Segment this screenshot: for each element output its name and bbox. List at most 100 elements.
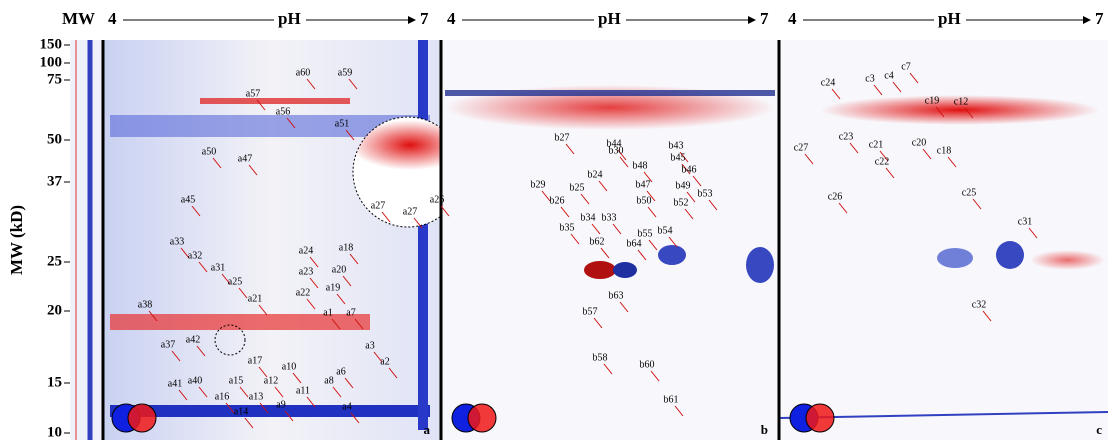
arrow-head bbox=[408, 16, 416, 24]
spot-label: c23 bbox=[839, 131, 853, 142]
spot-label: a47 bbox=[238, 153, 252, 164]
spot-label: a7 bbox=[346, 307, 355, 318]
spot-label: a14 bbox=[234, 406, 248, 417]
gel-spot bbox=[937, 248, 973, 268]
spot-label: a56 bbox=[276, 106, 290, 117]
gel-spot bbox=[658, 245, 686, 265]
gel-spot bbox=[746, 247, 774, 283]
spot-label: b52 bbox=[674, 197, 689, 208]
spot-label: a22 bbox=[296, 287, 310, 298]
spot-label: b29 bbox=[531, 179, 546, 190]
ph-start: 4 bbox=[108, 9, 117, 28]
spot-label: c26 bbox=[828, 191, 842, 202]
spot-label: c25 bbox=[962, 187, 976, 198]
spot-label: a32 bbox=[188, 250, 202, 261]
mw-tick-label: 20 bbox=[47, 302, 62, 318]
spot-label: a24 bbox=[299, 245, 313, 256]
spot-label: a51 bbox=[335, 118, 349, 129]
spot-label: a18 bbox=[339, 242, 353, 253]
mw-tick-label: 37 bbox=[47, 173, 63, 189]
spot-label: c7 bbox=[901, 61, 910, 72]
spot-label: c24 bbox=[821, 77, 835, 88]
spot-label: a20 bbox=[332, 264, 346, 275]
spot-label: a3 bbox=[365, 340, 374, 351]
spot-label: b30 bbox=[609, 145, 624, 156]
y-axis-title: MW (kD) bbox=[7, 205, 26, 275]
spot-label: b47 bbox=[636, 179, 651, 190]
spot-label: b53 bbox=[698, 188, 713, 199]
spot-label: c21 bbox=[869, 139, 883, 150]
spot-label: a12 bbox=[264, 375, 278, 386]
gel-band bbox=[445, 90, 775, 96]
arrow-head bbox=[1083, 16, 1091, 24]
spot-label: b60 bbox=[640, 359, 655, 370]
mw-tick-label: 10 bbox=[47, 424, 62, 440]
gel-band bbox=[110, 405, 430, 417]
spot-label: c19 bbox=[925, 95, 939, 106]
venn-red bbox=[128, 404, 156, 432]
spot-label: a23 bbox=[299, 266, 313, 277]
spot-label: c20 bbox=[912, 137, 926, 148]
spot-label: c12 bbox=[954, 96, 968, 107]
ph-end: 7 bbox=[420, 9, 429, 28]
mw-tick-label: 25 bbox=[47, 253, 62, 269]
mw-label: MW bbox=[62, 9, 95, 28]
spot-label: a15 bbox=[229, 375, 243, 386]
panel-letter: b bbox=[761, 422, 768, 437]
spot-label: a6 bbox=[336, 366, 345, 377]
spot-label: b35 bbox=[560, 222, 575, 233]
mw-tick-label: 50 bbox=[47, 131, 62, 147]
spot-label: b33 bbox=[602, 212, 617, 223]
spot-label: a13 bbox=[249, 391, 263, 402]
spot-label: a50 bbox=[202, 146, 216, 157]
spot-label: c32 bbox=[972, 299, 986, 310]
ph-label: pH bbox=[278, 9, 301, 28]
spot-label: a17 bbox=[248, 355, 262, 366]
spot-label: b61 bbox=[664, 394, 679, 405]
spot-label: a40 bbox=[188, 375, 202, 386]
spot-label: b58 bbox=[593, 352, 608, 363]
venn-red bbox=[468, 404, 496, 432]
spot-label: a11 bbox=[296, 385, 310, 396]
spot-label: b64 bbox=[627, 238, 642, 249]
spot-label: b26 bbox=[550, 195, 565, 206]
spot-label: a41 bbox=[168, 378, 182, 389]
spot-label: a27 bbox=[371, 200, 385, 211]
spot-label: a42 bbox=[186, 334, 200, 345]
spot-label: c31 bbox=[1018, 216, 1032, 227]
spot-label: b25 bbox=[570, 182, 585, 193]
spot-label: a33 bbox=[170, 236, 184, 247]
spot-label: c18 bbox=[937, 145, 951, 156]
panel-letter: c bbox=[1096, 422, 1102, 437]
spot-label: a10 bbox=[282, 361, 296, 372]
mw-tick-label: 100 bbox=[40, 54, 63, 70]
gel-band bbox=[200, 98, 350, 104]
spot-label: b46 bbox=[682, 164, 697, 175]
venn-red bbox=[806, 404, 834, 432]
ph-end: 7 bbox=[760, 9, 769, 28]
marker-lane bbox=[70, 40, 102, 440]
spot-label: a37 bbox=[161, 339, 175, 350]
spot-label: b54 bbox=[658, 225, 673, 236]
spot-label: b57 bbox=[583, 306, 598, 317]
ph-end: 7 bbox=[1095, 9, 1104, 28]
spot-label: a9 bbox=[276, 399, 285, 410]
gel-spot bbox=[996, 241, 1024, 269]
spot-label: a21 bbox=[248, 293, 262, 304]
spot-label: c27 bbox=[794, 142, 808, 153]
arrow-head bbox=[748, 16, 756, 24]
ph-start: 4 bbox=[788, 9, 797, 28]
spot-label: a19 bbox=[326, 282, 340, 293]
spot-label: a57 bbox=[246, 88, 260, 99]
spot-label: b45 bbox=[671, 152, 686, 163]
spot-label: a1 bbox=[323, 307, 332, 318]
spot-label: b34 bbox=[581, 212, 596, 223]
spot-label: c4 bbox=[884, 70, 893, 81]
gel-spot bbox=[584, 261, 616, 279]
spot-label: a60 bbox=[296, 67, 310, 78]
gel-band bbox=[418, 40, 428, 430]
mw-tick-label: 150 bbox=[40, 36, 63, 52]
ph-label: pH bbox=[938, 9, 961, 28]
mw-tick-label: 15 bbox=[47, 374, 62, 390]
spot-label: b50 bbox=[637, 195, 652, 206]
